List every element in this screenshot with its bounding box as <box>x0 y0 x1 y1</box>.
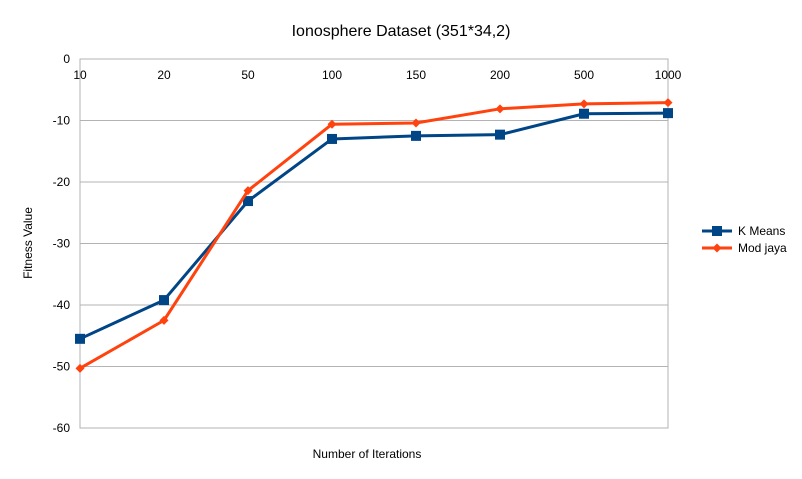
y-axis-title: Fitness Value <box>21 207 35 279</box>
series-1 <box>75 98 673 373</box>
y-axis-ticks: 0 -10 -20 -30 -40 -50 -60 <box>53 52 71 435</box>
legend-marker <box>712 226 722 236</box>
x-tick-label: 1000 <box>655 68 682 82</box>
data-point <box>75 333 85 344</box>
y-tick-label: -20 <box>53 175 71 189</box>
data-point <box>579 99 589 109</box>
data-point <box>159 315 169 325</box>
data-point <box>327 133 337 144</box>
data-point <box>663 108 673 119</box>
data-point <box>243 196 253 207</box>
x-axis-ticks: 10 20 50 100 150 200 500 1000 <box>73 68 681 82</box>
legend-marker <box>712 243 722 253</box>
chart-title: Ionosphere Dataset (351*34,2) <box>292 23 511 40</box>
series-0 <box>75 108 673 344</box>
y-tick-label: -30 <box>53 237 71 251</box>
x-tick-label: 20 <box>157 68 171 82</box>
y-tick-label: -40 <box>53 298 71 312</box>
y-tick-label: -60 <box>53 421 71 435</box>
x-tick-label: 500 <box>574 68 594 82</box>
x-tick-label: 150 <box>406 68 426 82</box>
x-tick-label: 200 <box>490 68 510 82</box>
legend-label: Mod jaya <box>738 241 787 255</box>
data-point <box>327 119 337 129</box>
legend-item-1: Mod jaya <box>702 241 787 255</box>
data-point <box>411 118 421 128</box>
y-tick-label: -10 <box>53 114 71 128</box>
series-line <box>79 101 669 370</box>
data-point <box>75 363 85 373</box>
data-point <box>411 130 421 141</box>
plot-area-frame <box>79 58 669 429</box>
x-tick-label: 100 <box>322 68 342 82</box>
y-tick-label: 0 <box>63 52 70 66</box>
x-axis-title: Number of Iterations <box>313 447 422 461</box>
y-tick-label: -50 <box>53 360 71 374</box>
x-tick-label: 50 <box>241 68 255 82</box>
data-point <box>159 295 169 306</box>
data-point <box>243 186 253 196</box>
data-point <box>579 108 589 119</box>
legend-item-0: K Means <box>702 224 785 238</box>
data-point <box>663 98 673 108</box>
data-point <box>495 129 505 140</box>
x-tick-label: 10 <box>73 68 87 82</box>
series-lines <box>75 98 673 373</box>
data-point <box>495 104 505 114</box>
legend-label: K Means <box>738 224 785 238</box>
legend: K Means Mod jaya <box>702 224 787 255</box>
series-line <box>79 111 669 341</box>
